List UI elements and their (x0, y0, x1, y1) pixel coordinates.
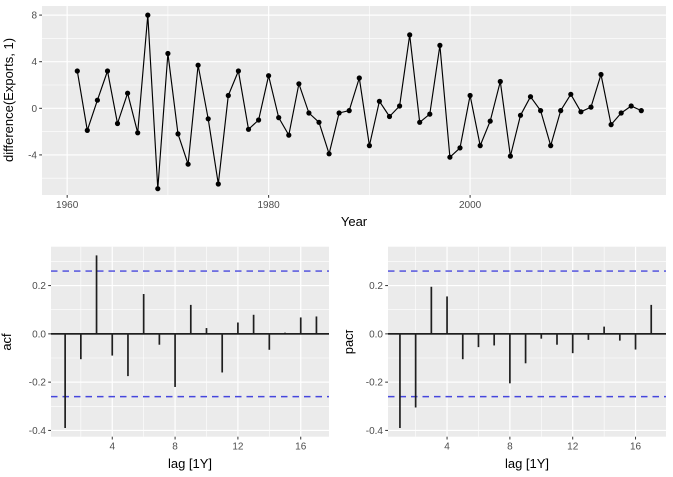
acf-y-axis-title: acf (0, 333, 14, 351)
data-point (386, 113, 393, 120)
y-tick-label: 0 (31, 104, 37, 115)
data-point (407, 32, 413, 38)
data-point (588, 104, 594, 110)
data-point (578, 109, 584, 115)
x-tick-label: 1960 (56, 200, 79, 211)
data-point (155, 186, 161, 192)
panel-background (51, 246, 329, 437)
timeseries-x-axis-title: Year (341, 214, 368, 229)
data-point (447, 154, 453, 160)
pacf-plot: 4 8 12 16 -0.4 -0.2 0.0 0.2 pacf lag [1Y] (346, 246, 666, 471)
data-point (397, 103, 403, 109)
data-point (356, 75, 362, 81)
y-tick-label: -0.2 (29, 378, 47, 389)
panel-background (388, 246, 666, 437)
data-point (286, 132, 292, 138)
x-tick-label: 8 (172, 442, 178, 453)
data-point (437, 42, 443, 49)
data-point (256, 117, 262, 123)
data-point (497, 78, 503, 85)
data-point (306, 110, 312, 116)
data-point (336, 110, 342, 116)
data-point (467, 92, 473, 99)
data-point (235, 68, 241, 74)
x-tick-label: 16 (295, 442, 307, 453)
x-tick-label: 1980 (258, 200, 281, 211)
data-point (165, 50, 171, 57)
pacf-x-axis-title: lag [1Y] (505, 456, 549, 471)
y-tick-label: -0.4 (366, 426, 384, 437)
y-tick-label: 0.2 (32, 281, 46, 292)
data-point (195, 62, 201, 68)
data-point (84, 127, 90, 133)
data-point (296, 81, 302, 87)
y-tick-label: 0.2 (369, 281, 383, 292)
data-point (94, 97, 100, 103)
data-point (215, 181, 221, 187)
acf-x-axis-title: lag [1Y] (168, 456, 212, 471)
data-point (517, 112, 524, 118)
x-tick-label: 8 (507, 442, 513, 453)
data-point (346, 108, 352, 114)
data-point (366, 143, 372, 149)
timeseries-y-axis-title: difference(Exports, 1) (1, 38, 16, 162)
y-tick-label: -0.2 (366, 378, 384, 389)
data-point (74, 68, 80, 74)
panel-background (42, 6, 666, 195)
timeseries-plot: 1960 1980 2000 -4 0 4 8 difference(Exports, 1)… (1, 6, 666, 229)
x-tick-label: 4 (109, 442, 115, 453)
data-point (245, 126, 252, 132)
x-tick-label: 12 (567, 442, 579, 453)
x-tick-label: 16 (630, 442, 642, 453)
data-point (598, 71, 604, 78)
data-point (225, 92, 231, 99)
data-point (114, 120, 121, 127)
data-point (427, 111, 433, 117)
data-point (608, 122, 614, 128)
data-point (276, 115, 282, 121)
data-point (376, 98, 382, 104)
y-tick-label: 0.0 (369, 329, 383, 340)
data-point (527, 94, 534, 100)
x-tick-label: 4 (444, 442, 450, 453)
data-point (457, 145, 463, 151)
data-point (185, 161, 191, 167)
x-tick-label: 12 (232, 442, 244, 453)
data-point (628, 103, 634, 109)
data-point (538, 108, 544, 114)
y-tick-label: 0.0 (32, 329, 46, 340)
data-point (507, 153, 513, 159)
data-point (477, 143, 483, 149)
data-point (638, 108, 644, 114)
y-tick-label: -4 (28, 150, 37, 161)
data-point (487, 118, 493, 124)
data-point (568, 91, 574, 97)
data-point (266, 73, 272, 79)
data-point (104, 68, 111, 74)
data-point (558, 108, 564, 114)
y-tick-label: 4 (31, 57, 37, 68)
data-point (316, 119, 322, 125)
data-point (326, 151, 332, 157)
acf-plot: 4 8 12 16 -0.4 -0.2 0.0 0.2 acf lag [1Y] (0, 246, 329, 471)
data-point (618, 110, 624, 116)
data-point (135, 130, 141, 136)
y-tick-label: 8 (31, 11, 37, 22)
y-tick-label: -0.4 (29, 426, 47, 437)
x-tick-label: 2000 (459, 200, 482, 211)
pacf-y-axis-title: pacf (346, 329, 356, 354)
data-point (548, 143, 554, 149)
data-point (417, 119, 423, 125)
data-point (125, 90, 131, 96)
data-point (175, 131, 181, 137)
data-point (205, 116, 211, 122)
data-point (145, 12, 151, 18)
